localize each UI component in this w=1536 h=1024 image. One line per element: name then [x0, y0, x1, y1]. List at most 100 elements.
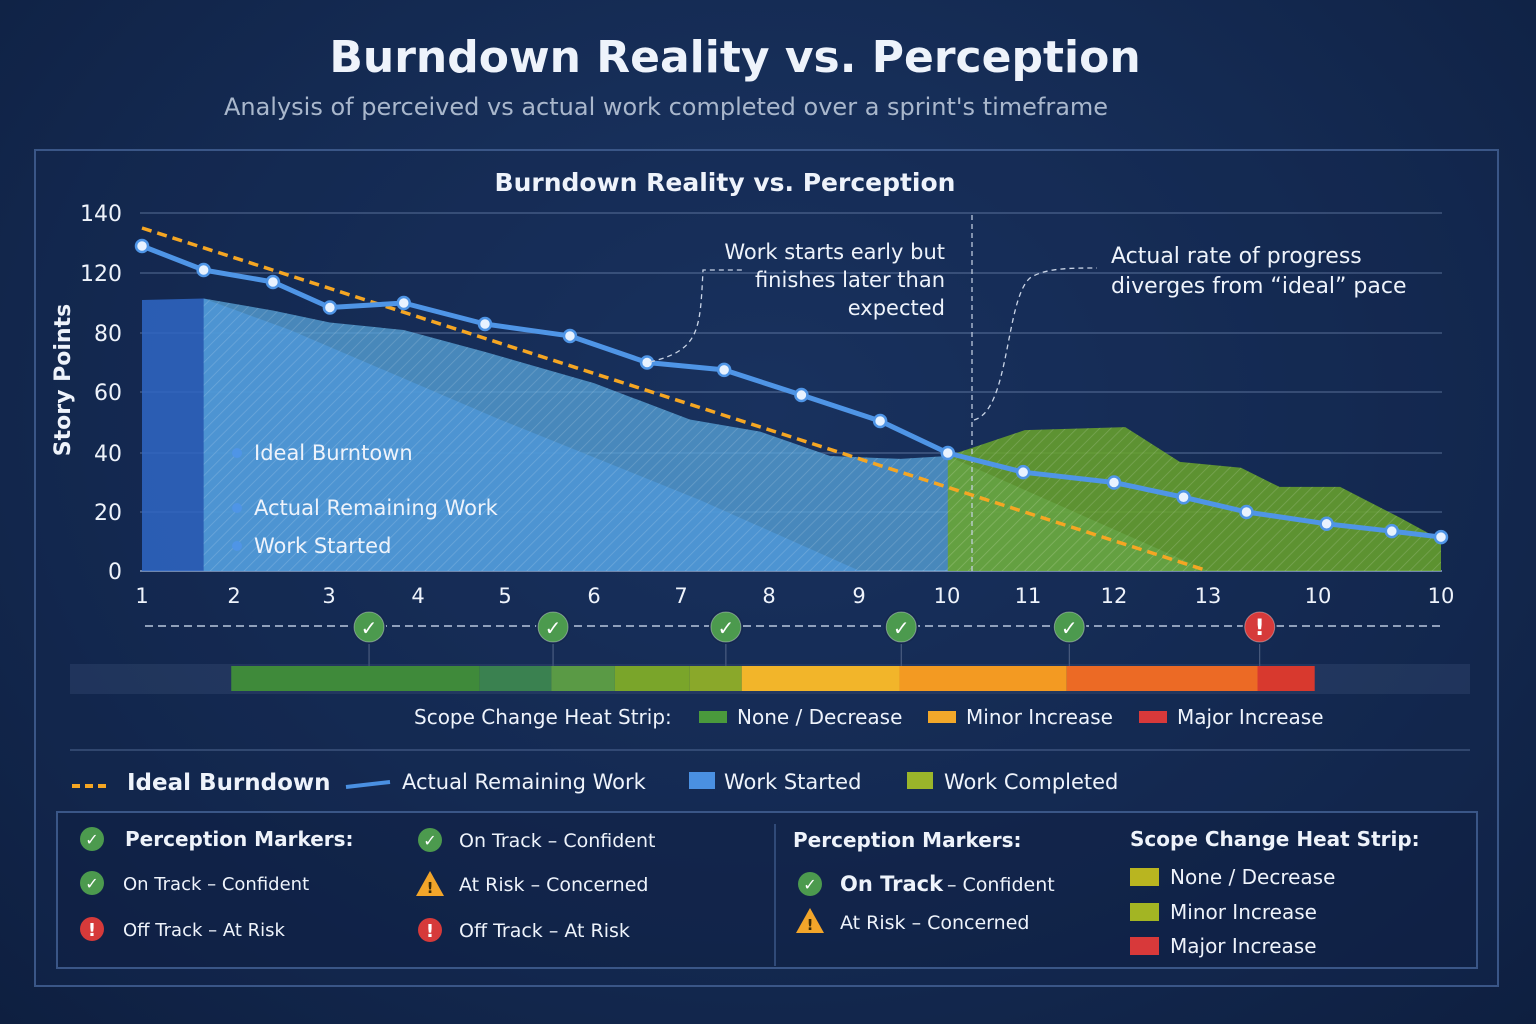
x-tick-label: 3	[322, 584, 335, 608]
legend-swatch	[699, 711, 727, 723]
main-legend-label: Work Completed	[944, 770, 1118, 794]
annotation-text: finishes later than	[755, 268, 945, 292]
actual-data-point	[196, 262, 211, 278]
exclamation-glyph: !	[426, 921, 434, 942]
check-glyph: ✓	[893, 616, 910, 640]
x-tick-label: 10	[1428, 584, 1455, 608]
x-tick-label: 5	[498, 584, 511, 608]
check-glyph: ✓	[423, 831, 436, 850]
heat-strip-segment	[741, 666, 900, 691]
annotation-text: diverges from “ideal” pace	[1111, 274, 1407, 299]
page-title: Burndown Reality vs. Perception	[329, 32, 1140, 83]
key-label: At Risk – Concerned	[459, 874, 648, 896]
x-tick-label: 4	[411, 584, 424, 608]
actual-data-point	[716, 362, 732, 378]
strip-legend-label: Minor Increase	[966, 705, 1113, 729]
x-tick-label: 10	[1305, 584, 1332, 608]
warning-triangle-icon	[796, 908, 824, 933]
x-tick-label: 2	[227, 584, 240, 608]
page-subtitle: Analysis of perceived vs actual work com…	[224, 93, 1108, 121]
heat-strip-segment	[614, 666, 690, 691]
actual-data-point	[872, 413, 888, 429]
actual-data-point	[1433, 529, 1449, 545]
x-tick-label: 6	[587, 584, 600, 608]
check-glyph: ✓	[361, 616, 378, 640]
x-tick-label: 9	[852, 584, 865, 608]
check-circle-icon	[1053, 611, 1085, 643]
x-tick-label: 8	[762, 584, 775, 608]
heat-strip-segment	[231, 666, 480, 691]
strip-legend-label: Major Increase	[1177, 705, 1324, 729]
legend-swatch	[1139, 711, 1167, 723]
y-tick-label: 120	[80, 262, 122, 287]
exclamation-glyph: !	[88, 920, 96, 941]
y-tick-label: 140	[80, 202, 122, 227]
key-label: On Track – Confident	[123, 874, 309, 895]
heat-strip-segment	[689, 666, 742, 691]
x-tick-label: 12	[1101, 584, 1128, 608]
actual-data-point	[1015, 464, 1031, 480]
inline-legend-label: Ideal Burntown	[254, 441, 413, 465]
actual-data-point	[322, 300, 338, 315]
key-label: Perception Markers:	[125, 827, 354, 851]
check-circle-icon	[418, 828, 442, 852]
check-circle-icon	[537, 611, 569, 643]
strip-legend-title: Scope Change Heat Strip:	[414, 705, 672, 729]
key-label: None / Decrease	[1170, 865, 1335, 889]
actual-line-swatch	[345, 780, 391, 789]
chart-title: Burndown Reality vs. Perception	[495, 168, 956, 197]
actual-data-point	[1319, 516, 1334, 532]
key-swatch	[1130, 937, 1159, 955]
heat-strip-segment	[1257, 666, 1315, 691]
heat-strip-segment	[551, 666, 615, 691]
legend-dot	[232, 541, 242, 551]
strip-legend-label: None / Decrease	[737, 705, 902, 729]
heat-strip-segment	[479, 666, 552, 691]
key-box	[56, 811, 1478, 969]
exclamation-circle-icon	[1244, 611, 1276, 643]
legend-swatch	[928, 711, 956, 723]
inline-legend-label: Work Started	[254, 534, 391, 558]
check-glyph: ✓	[85, 874, 98, 893]
exclamation-circle-icon	[80, 917, 104, 941]
y-tick-label: 60	[94, 381, 122, 406]
actual-data-point	[1384, 523, 1400, 539]
check-glyph: ✓	[1061, 616, 1078, 640]
check-circle-icon	[798, 872, 822, 896]
x-tick-label: 1	[135, 584, 148, 608]
actual-data-point	[265, 274, 281, 290]
exclamation-glyph: !	[1255, 616, 1265, 641]
annotation-text: Work starts early but	[724, 240, 945, 264]
annotation-connector	[649, 269, 745, 363]
key-label: On Track – Confident	[459, 830, 655, 852]
actual-data-point	[639, 355, 655, 370]
main-legend-label: Ideal Burndown	[127, 770, 331, 796]
check-circle-icon	[710, 611, 742, 643]
exclamation-circle-icon	[418, 918, 442, 942]
x-tick-label: 10	[934, 584, 961, 608]
key-title: Scope Change Heat Strip:	[1130, 827, 1420, 851]
check-glyph: ✓	[545, 616, 562, 640]
x-tick-label: 11	[1015, 584, 1042, 608]
actual-data-point	[940, 445, 956, 461]
check-glyph: ✓	[717, 616, 734, 640]
y-axis-label: Story Points	[51, 304, 76, 456]
inline-legend-label: Actual Remaining Work	[254, 496, 499, 520]
exclamation-glyph: !	[807, 916, 814, 934]
work-started-swatch	[689, 772, 715, 789]
x-tick-label: 13	[1195, 584, 1222, 608]
x-tick-label: 7	[674, 584, 687, 608]
check-circle-icon	[353, 611, 385, 643]
y-tick-label: 40	[94, 442, 122, 467]
key-label: Off Track – At Risk	[123, 920, 285, 941]
annotation-text: Actual rate of progress	[1111, 244, 1362, 269]
key-label: At Risk – Concerned	[840, 912, 1029, 934]
check-circle-icon	[80, 871, 104, 895]
y-tick-label: 0	[108, 560, 122, 585]
actual-data-point	[794, 387, 809, 403]
check-glyph: ✓	[85, 830, 98, 849]
heat-strip-segment	[899, 666, 1067, 691]
main-legend-label: Work Started	[724, 770, 861, 794]
exclamation-glyph: !	[427, 879, 434, 897]
key-label: Major Increase	[1170, 934, 1317, 958]
